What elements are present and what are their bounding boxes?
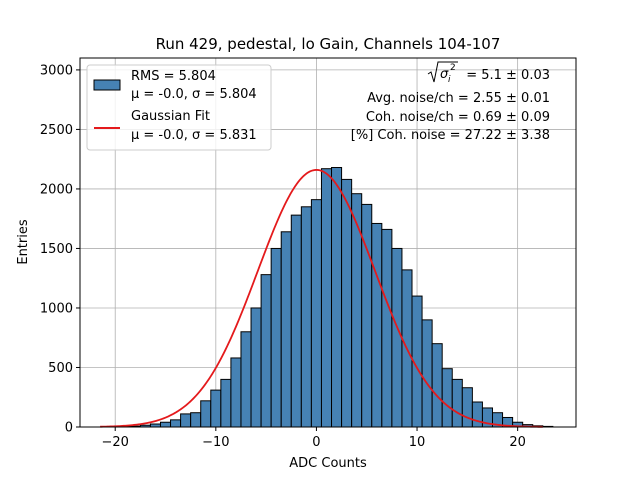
sigma-symbol: σ xyxy=(440,67,449,82)
sigma-superscript: 2 xyxy=(450,63,456,73)
x-tick-label: 20 xyxy=(509,435,526,450)
legend-histogram-label: RMS = 5.804 xyxy=(131,69,216,84)
histogram-bar xyxy=(230,357,242,428)
histogram-bar xyxy=(381,228,393,428)
coh-noise-percent-text: [%] Coh. noise = 27.22 ± 3.38 xyxy=(351,128,550,143)
y-tick-label: 2000 xyxy=(40,182,73,197)
sigma-subscript: i xyxy=(448,75,451,85)
histogram-bar xyxy=(371,222,383,428)
noise-annotations: σ i 2 = 5.1 ± 0.03 Avg. noise/ch = 2.55 … xyxy=(351,61,550,143)
legend-fit-label: Gaussian Fit xyxy=(131,109,210,124)
histogram-bar xyxy=(471,401,483,428)
histogram-bar xyxy=(159,421,172,428)
x-tick-label: −20 xyxy=(101,435,128,450)
y-tick-label: 500 xyxy=(48,361,73,376)
histogram-bar xyxy=(341,178,353,428)
histogram-bar xyxy=(431,343,443,428)
x-tick-label: 0 xyxy=(312,435,320,450)
histogram-bar xyxy=(240,331,252,428)
histogram-bar xyxy=(290,214,302,428)
chart-title: Run 429, pedestal, lo Gain, Channels 104… xyxy=(156,35,501,53)
legend-histogram-swatch xyxy=(93,79,121,91)
x-tick-label: 10 xyxy=(409,435,426,450)
avg-noise-text: Avg. noise/ch = 2.55 ± 0.01 xyxy=(367,91,550,106)
plot-frame xyxy=(79,57,577,428)
y-tick-label: 1000 xyxy=(40,301,73,316)
y-tick-label: 1500 xyxy=(40,242,73,257)
legend: RMS = 5.804 μ = -0.0, σ = 5.804 Gaussian… xyxy=(86,64,272,151)
histogram-bar xyxy=(441,368,453,428)
histogram-bar xyxy=(260,274,272,428)
y-tick-label: 0 xyxy=(65,421,73,436)
histogram-bar xyxy=(180,413,192,428)
histogram-bar xyxy=(210,389,222,428)
gaussian-fit-line xyxy=(100,168,543,428)
coh-noise-text: Coh. noise/ch = 0.69 ± 0.09 xyxy=(366,110,550,125)
histogram-bar xyxy=(270,247,282,428)
histogram-bar xyxy=(461,387,473,428)
axis-ticks: −20 −10 0 10 20 0 500 1000 1500 2000 2500 3000 xyxy=(40,63,526,450)
histogram-bar xyxy=(190,412,202,428)
histogram-bar xyxy=(421,319,433,428)
histogram-bar xyxy=(451,378,463,428)
histogram-bar xyxy=(391,247,403,428)
x-tick-label: −10 xyxy=(202,435,229,450)
sqrt-symbol-icon xyxy=(427,61,458,83)
histogram-bar xyxy=(250,307,262,428)
histogram-bar xyxy=(300,206,312,428)
y-tick-label: 2500 xyxy=(40,123,73,138)
total-noise-value: = 5.1 ± 0.03 xyxy=(466,68,550,83)
histogram-bar xyxy=(320,168,333,428)
histogram-bar xyxy=(220,378,232,428)
legend-box xyxy=(86,64,272,151)
histogram-bar xyxy=(331,167,343,428)
y-tick-label: 3000 xyxy=(40,63,73,78)
gaussian-fit xyxy=(100,168,543,428)
legend-histogram-detail: μ = -0.0, σ = 5.804 xyxy=(131,87,257,102)
histogram-bars xyxy=(109,167,554,428)
histogram-bar xyxy=(170,419,182,428)
histogram-bar xyxy=(280,231,292,428)
histogram-bar xyxy=(351,193,363,428)
histogram-bar xyxy=(200,400,212,428)
histogram-bar xyxy=(310,199,322,428)
legend-fit-detail: μ = -0.0, σ = 5.831 xyxy=(131,128,257,143)
y-axis-label: Entries xyxy=(16,219,31,265)
x-axis-label: ADC Counts xyxy=(289,456,367,471)
